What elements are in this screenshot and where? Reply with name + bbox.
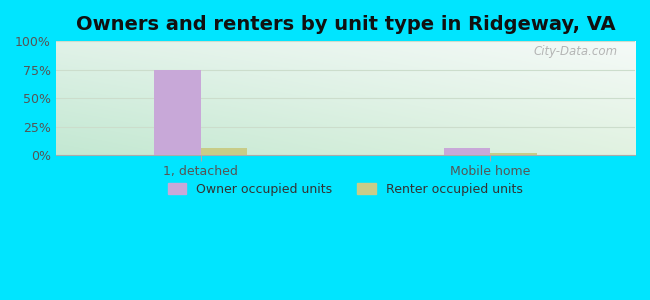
Bar [444,148,490,155]
Bar [154,70,201,155]
Text: City-Data.com: City-Data.com [534,44,618,58]
Bar [201,148,247,155]
Title: Owners and renters by unit type in Ridgeway, VA: Owners and renters by unit type in Ridge… [75,15,615,34]
Bar [490,153,536,155]
Legend: Owner occupied units, Renter occupied units: Owner occupied units, Renter occupied un… [162,178,528,201]
